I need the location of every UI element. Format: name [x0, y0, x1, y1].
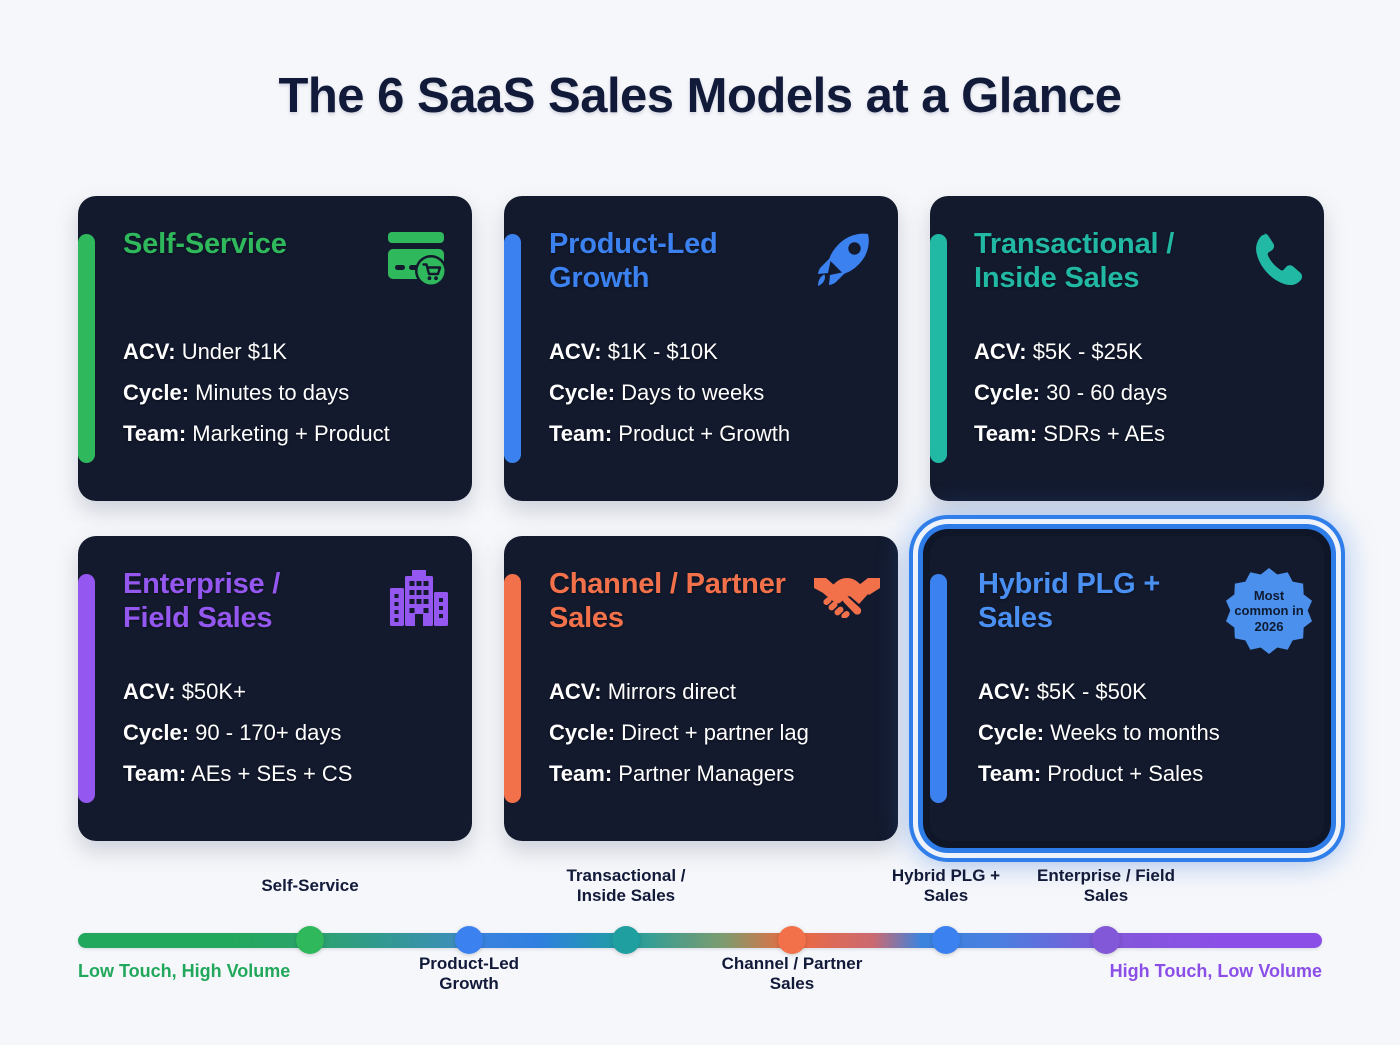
spectrum-dot-enterprise-field-sales[interactable] — [1092, 926, 1120, 954]
value-team: Marketing + Product — [192, 421, 390, 447]
card-transactional-inside-sales[interactable]: Transactional / Inside Sales ACV: $5K - … — [930, 196, 1324, 501]
card-title: Self-Service — [123, 228, 287, 260]
sales-model-card-grid: Self-Service — [78, 196, 1324, 841]
label-team: Team: — [974, 421, 1038, 447]
label-acv: ACV: — [974, 339, 1027, 364]
value-cycle: Minutes to days — [195, 380, 350, 406]
label-cycle: Cycle: — [549, 720, 616, 746]
badge-label: Most common in 2026 — [1234, 588, 1304, 634]
rocket-icon — [814, 230, 874, 295]
row-team: Team: SDRs + AEs — [974, 422, 1310, 446]
row-acv: ACV: $5K - $25K — [974, 339, 1310, 364]
value-acv: $1K - $10K — [607, 339, 718, 364]
value-cycle: Direct + partner lag — [621, 720, 809, 746]
most-common-badge: Most common in 2026 — [1226, 568, 1312, 654]
row-team: Team: Marketing + Product — [123, 422, 450, 446]
page-title: The 6 SaaS Sales Models at a Glance — [278, 69, 1122, 123]
value-cycle: Weeks to months — [1050, 720, 1220, 746]
spectrum-dot-channel-partner-sales[interactable] — [778, 926, 806, 954]
value-acv: $50K+ — [181, 679, 246, 704]
card-product-led-growth[interactable]: Product-Led Growth ACV: $1K - $10K Cycl — [504, 196, 898, 501]
row-acv: ACV: Under $1K — [123, 339, 450, 364]
value-cycle: 90 - 170+ days — [195, 720, 342, 746]
label-cycle: Cycle: — [123, 720, 190, 746]
label-team: Team: — [978, 761, 1042, 787]
value-acv: $5K - $50K — [1036, 679, 1147, 704]
spectrum-label-hybrid-plg-sales: Hybrid PLG + Sales — [891, 866, 1001, 906]
office-buildings-icon — [390, 570, 448, 631]
value-acv: $5K - $25K — [1032, 339, 1143, 364]
row-cycle: Cycle: 90 - 170+ days — [123, 721, 450, 745]
row-cycle: Cycle: Minutes to days — [123, 381, 450, 405]
card-channel-partner-sales[interactable]: Channel / Partner Sales — [504, 536, 898, 841]
label-team: Team: — [123, 421, 187, 447]
value-cycle: Days to weeks — [621, 380, 765, 406]
credit-card-cart-icon — [386, 230, 448, 293]
spectrum-caption-low-touch: Low Touch, High Volume — [78, 961, 291, 981]
accent-bar — [930, 574, 947, 803]
card-self-service[interactable]: Self-Service — [78, 196, 472, 501]
value-acv: Under $1K — [181, 339, 287, 364]
spectrum-dot-product-led-growth[interactable] — [455, 926, 483, 954]
label-acv: ACV: — [123, 679, 176, 704]
spectrum-label-enterprise-field-sales: Enterprise / Field Sales — [1037, 866, 1175, 906]
card-enterprise-field-sales[interactable]: Enterprise / Field Sales — [78, 536, 472, 841]
label-cycle: Cycle: — [974, 380, 1041, 406]
spectrum-dot-transactional-inside-sales[interactable] — [612, 926, 640, 954]
accent-bar — [504, 234, 521, 463]
label-acv: ACV: — [549, 679, 602, 704]
label-cycle: Cycle: — [549, 380, 616, 406]
spectrum-label-transactional-inside-sales: Transactional / Inside Sales — [566, 866, 686, 906]
row-acv: ACV: $1K - $10K — [549, 339, 876, 364]
label-team: Team: — [123, 761, 187, 787]
spectrum-label-product-led-growth: Product-Led Growth — [418, 954, 520, 994]
label-acv: ACV: — [123, 339, 176, 364]
card-title: Channel / Partner Sales — [549, 568, 786, 634]
row-team: Team: Product + Sales — [978, 762, 1310, 786]
card-title: Hybrid PLG + Sales — [978, 568, 1161, 634]
card-title: Transactional / Inside Sales — [974, 228, 1175, 294]
label-cycle: Cycle: — [978, 720, 1045, 746]
value-team: Product + Sales — [1047, 761, 1204, 787]
value-cycle: 30 - 60 days — [1046, 380, 1168, 406]
label-acv: ACV: — [549, 339, 602, 364]
label-acv: ACV: — [978, 679, 1031, 704]
label-cycle: Cycle: — [123, 380, 190, 406]
row-team: Team: Partner Managers — [549, 762, 882, 786]
row-cycle: Cycle: Days to weeks — [549, 381, 876, 405]
label-team: Team: — [549, 421, 613, 447]
spectrum-gradient-line — [78, 933, 1322, 948]
row-team: Team: Product + Growth — [549, 422, 876, 446]
accent-bar — [78, 234, 95, 463]
phone-icon — [1252, 230, 1308, 291]
row-acv: ACV: $50K+ — [123, 679, 450, 704]
spectrum-label-self-service: Self-Service — [261, 876, 359, 895]
value-team: Product + Growth — [618, 421, 791, 447]
card-title: Product-Led Growth — [549, 228, 718, 294]
spectrum-label-channel-partner-sales: Channel / Partner Sales — [721, 954, 863, 994]
handshake-icon — [814, 570, 880, 623]
value-team: Partner Managers — [618, 761, 795, 787]
row-acv: ACV: $5K - $50K — [978, 679, 1310, 704]
spectrum-dot-self-service[interactable] — [296, 926, 324, 954]
value-team: SDRs + AEs — [1043, 421, 1165, 447]
spectrum-dot-hybrid-plg-sales[interactable] — [932, 926, 960, 954]
card-title: Enterprise / Field Sales — [123, 568, 281, 634]
row-cycle: Cycle: Weeks to months — [978, 721, 1310, 745]
row-cycle: Cycle: Direct + partner lag — [549, 721, 882, 745]
row-cycle: Cycle: 30 - 60 days — [974, 381, 1310, 405]
card-hybrid-plg-sales[interactable]: Hybrid PLG + Sales Most common in 2026 A… — [930, 536, 1324, 841]
touch-volume-spectrum: Self-Service Product-Led Growth Transact… — [0, 866, 1400, 1026]
accent-bar — [78, 574, 95, 803]
row-team: Team: AEs + SEs + CS — [123, 762, 450, 786]
row-acv: ACV: Mirrors direct — [549, 679, 882, 704]
value-acv: Mirrors direct — [607, 679, 737, 704]
label-team: Team: — [549, 761, 613, 787]
spectrum-caption-high-touch: High Touch, Low Volume — [1109, 961, 1322, 981]
value-team: AEs + SEs + CS — [191, 761, 353, 787]
accent-bar — [504, 574, 521, 803]
accent-bar — [930, 234, 947, 463]
